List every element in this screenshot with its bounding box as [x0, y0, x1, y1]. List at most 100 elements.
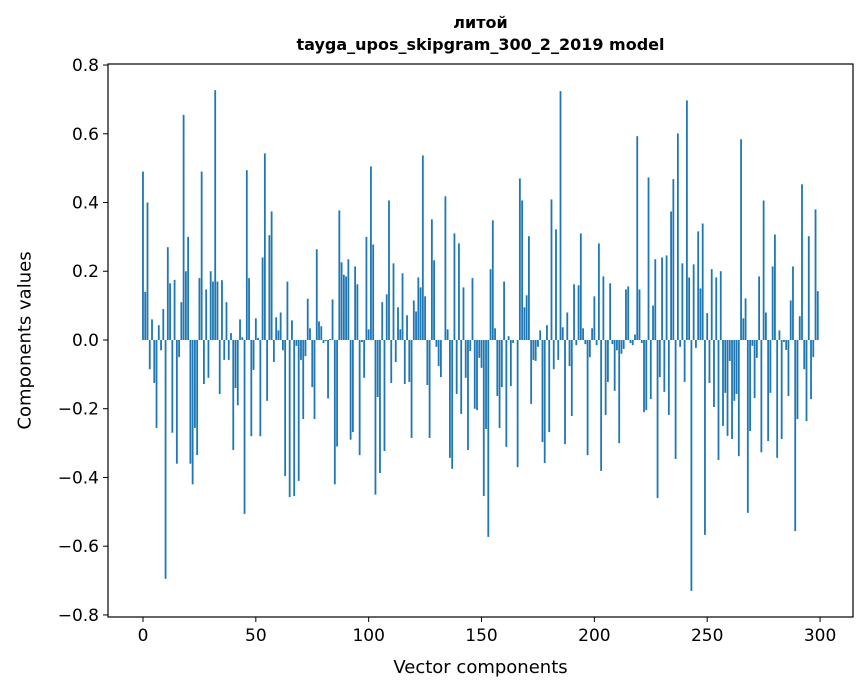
bar-component-76 — [313, 339, 316, 420]
bar-component-166 — [516, 339, 519, 468]
bar-component-230 — [661, 257, 663, 340]
bar-component-259 — [726, 339, 729, 436]
bar-component-8 — [160, 339, 162, 351]
y-tick-label: −0.8 — [58, 606, 99, 626]
bar-component-177 — [541, 339, 544, 443]
bar-component-33 — [216, 281, 219, 340]
bar-component-91 — [347, 259, 350, 340]
bar-component-79 — [320, 326, 323, 340]
bar-component-28 — [205, 289, 208, 340]
bar-component-203 — [600, 339, 603, 471]
bar-component-193 — [577, 285, 580, 340]
bar-component-228 — [656, 339, 659, 499]
bar-component-107 — [383, 339, 386, 451]
bar-component-67 — [293, 339, 296, 497]
bar-component-190 — [570, 339, 573, 416]
bar-component-44 — [241, 337, 244, 340]
bar-component-237 — [676, 133, 679, 340]
bar-component-186 — [561, 327, 564, 340]
bar-component-162 — [507, 336, 510, 340]
bar-component-267 — [744, 298, 747, 340]
bar-component-223 — [645, 339, 648, 411]
x-tick-label: 100 — [352, 626, 384, 646]
bar-component-169 — [523, 307, 526, 340]
bar-component-83 — [329, 338, 332, 340]
bar-component-142 — [462, 287, 465, 340]
x-tick-label: 250 — [691, 626, 723, 646]
bar-component-201 — [595, 339, 598, 346]
bar-component-172 — [530, 339, 533, 404]
bar-component-196 — [584, 339, 587, 345]
bar-component-291 — [798, 316, 801, 340]
bar-component-233 — [667, 339, 670, 415]
bar-component-232 — [665, 255, 668, 340]
bar-component-101 — [370, 166, 372, 340]
bar-component-31 — [212, 281, 214, 340]
bar-component-115 — [401, 273, 404, 340]
bar-component-145 — [469, 339, 472, 351]
bar-component-148 — [476, 339, 478, 411]
bar-component-151 — [482, 339, 485, 497]
bar-component-194 — [579, 233, 582, 340]
bar-component-111 — [392, 263, 395, 340]
bar-component-243 — [690, 339, 693, 591]
bar-component-35 — [221, 280, 223, 340]
bar-component-191 — [573, 284, 575, 340]
bar-component-74 — [309, 328, 311, 340]
bar-component-62 — [282, 339, 284, 351]
bar-component-75 — [311, 339, 314, 388]
x-tick-label: 150 — [465, 626, 497, 646]
bar-component-89 — [342, 274, 345, 340]
bar-component-275 — [762, 200, 765, 340]
bar-component-129 — [433, 260, 436, 340]
bar-component-270 — [751, 339, 754, 346]
bar-component-58 — [272, 339, 275, 362]
bar-component-24 — [196, 339, 199, 456]
bar-component-221 — [640, 339, 643, 344]
bar-component-189 — [568, 339, 571, 367]
bar-component-37 — [225, 302, 228, 340]
bar-component-242 — [688, 277, 691, 340]
bar-component-11 — [166, 247, 169, 340]
bar-component-294 — [805, 339, 808, 422]
bar-component-21 — [189, 339, 192, 464]
bar-component-132 — [439, 339, 442, 378]
bar-component-249 — [704, 339, 706, 535]
bar-component-90 — [345, 276, 348, 340]
bar-component-255 — [717, 339, 720, 460]
bar-component-231 — [663, 339, 666, 392]
bar-component-281 — [776, 339, 779, 458]
bar-component-39 — [230, 333, 232, 340]
bar-component-78 — [318, 321, 320, 340]
bar-component-205 — [604, 339, 607, 415]
y-tick-label: 0.2 — [72, 262, 99, 282]
bar-component-125 — [424, 296, 426, 340]
bar-component-4 — [151, 319, 153, 340]
bar-component-81 — [324, 339, 327, 342]
bar-component-219 — [636, 136, 639, 340]
bar-component-114 — [399, 329, 402, 340]
bar-component-181 — [550, 199, 553, 340]
bar-component-251 — [708, 339, 711, 383]
bar-component-290 — [796, 339, 799, 420]
bar-component-264 — [737, 339, 740, 457]
bar-component-45 — [243, 339, 246, 514]
bar-component-119 — [410, 339, 413, 438]
bar-component-206 — [606, 339, 609, 382]
bar-component-266 — [742, 318, 745, 340]
bar-component-104 — [376, 339, 379, 398]
bar-component-105 — [379, 339, 381, 473]
bar-component-278 — [769, 339, 772, 393]
bar-component-199 — [591, 328, 594, 340]
bar-component-213 — [622, 339, 625, 349]
bar-component-32 — [214, 90, 217, 340]
bar-component-283 — [780, 339, 783, 439]
bar-component-250 — [706, 313, 709, 340]
bar-component-274 — [760, 339, 763, 453]
bar-component-184 — [557, 339, 560, 360]
y-tick-label: −0.2 — [58, 400, 99, 420]
bar-component-127 — [428, 339, 431, 438]
chart-title-word: литой — [453, 13, 508, 32]
bar-component-202 — [597, 243, 600, 340]
bar-component-131 — [437, 339, 440, 367]
